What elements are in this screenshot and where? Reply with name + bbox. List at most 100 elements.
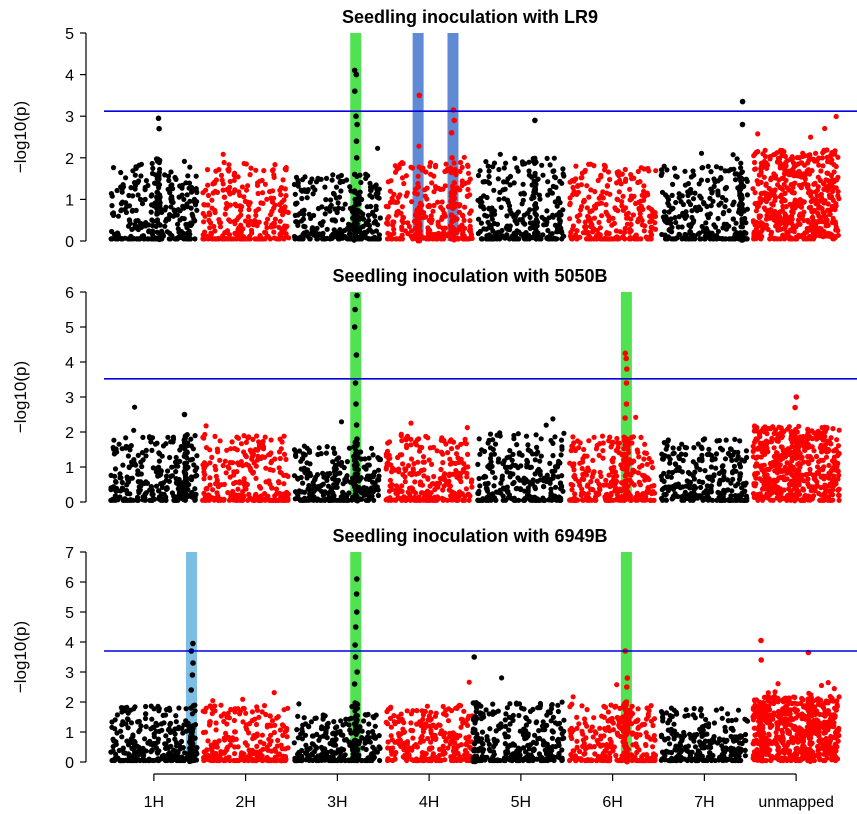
snp-point (635, 449, 641, 455)
snp-point (811, 484, 817, 490)
snp-point (185, 236, 191, 242)
snp-point (779, 175, 785, 181)
snp-point (754, 446, 761, 452)
snp-point (796, 423, 802, 429)
snp-point (486, 180, 493, 186)
snp-point (753, 226, 759, 232)
snp-point (574, 236, 580, 242)
snp-point (388, 178, 394, 184)
snp-point (176, 229, 182, 235)
snp-point (659, 189, 666, 195)
snp-point (628, 193, 634, 199)
snp-point (411, 461, 417, 467)
snp-point (163, 218, 169, 224)
snp-point (595, 177, 601, 184)
snp-point (814, 479, 820, 485)
snp-point (149, 497, 155, 503)
snp-point (649, 214, 655, 220)
snp-point (676, 214, 682, 220)
snp-peak-point (351, 67, 358, 74)
snp-point (212, 236, 218, 242)
snp-point (700, 165, 706, 171)
snp-point (553, 484, 559, 490)
snp-point (271, 229, 277, 235)
snp-point (828, 468, 834, 474)
snp-point (323, 474, 329, 480)
snp-point (514, 165, 520, 171)
snp-point (653, 168, 659, 174)
snp-point (399, 160, 405, 166)
snp-point (135, 192, 141, 198)
snp-point (536, 497, 542, 503)
snp-point (646, 205, 652, 211)
snp-point (325, 483, 332, 489)
snp-point (334, 471, 340, 477)
snp-point (324, 496, 330, 502)
snp-point (431, 202, 437, 209)
snp-point (128, 443, 134, 449)
snp-point (477, 168, 483, 174)
snp-point (633, 414, 639, 420)
snp-point (305, 233, 311, 239)
snp-point (475, 172, 482, 179)
snp-point (125, 453, 131, 459)
snp-point (737, 472, 743, 478)
snp-point (330, 190, 337, 196)
snp-point (588, 187, 594, 193)
snp-point (388, 236, 394, 242)
snp-point (247, 200, 253, 206)
snp-point (312, 228, 319, 234)
snp-point (210, 190, 216, 196)
snp-point (558, 437, 565, 443)
snp-point (117, 494, 123, 500)
snp-point (777, 209, 783, 215)
snp-point (676, 445, 682, 452)
snp-point (340, 206, 346, 212)
snp-point (835, 232, 841, 238)
snp-point (250, 469, 257, 475)
snp-point (516, 236, 522, 242)
snp-point (641, 228, 647, 234)
snp-point (709, 497, 716, 503)
snp-point (804, 471, 810, 478)
snp-point (760, 467, 766, 473)
snp-point (821, 476, 827, 482)
snp-point (408, 420, 414, 426)
snp-point (278, 230, 285, 236)
snp-point (733, 483, 739, 489)
snp-point (512, 236, 518, 242)
y-tick-label: 2 (65, 151, 74, 168)
snp-point (560, 488, 566, 494)
snp-point (485, 480, 491, 486)
snp-point (574, 213, 580, 220)
snp-point (150, 165, 156, 171)
snp-point (429, 180, 435, 186)
snp-point (696, 204, 702, 210)
snp-point (525, 447, 531, 453)
snp-point (212, 228, 218, 234)
snp-point (329, 177, 335, 183)
snp-point (831, 162, 837, 168)
snp-point (376, 232, 382, 238)
snp-point (711, 472, 717, 478)
snp-point (567, 200, 573, 206)
snp-point (557, 220, 563, 226)
snp-point (282, 166, 288, 172)
snp-point (270, 167, 276, 173)
snp-point (782, 234, 789, 240)
snp-point (180, 234, 186, 240)
snp-point (737, 438, 743, 444)
snp-point (429, 497, 435, 503)
snp-point (360, 216, 367, 222)
snp-point (483, 226, 489, 232)
snp-point (188, 493, 194, 500)
snp-point (230, 236, 236, 242)
snp-point (391, 199, 397, 205)
snp-point (593, 490, 599, 496)
snp-point (352, 209, 358, 215)
snp-point (519, 452, 525, 458)
snp-point (788, 235, 794, 241)
snp-point (638, 165, 644, 171)
snp-point (833, 113, 839, 120)
snp-peak-point (448, 130, 455, 136)
